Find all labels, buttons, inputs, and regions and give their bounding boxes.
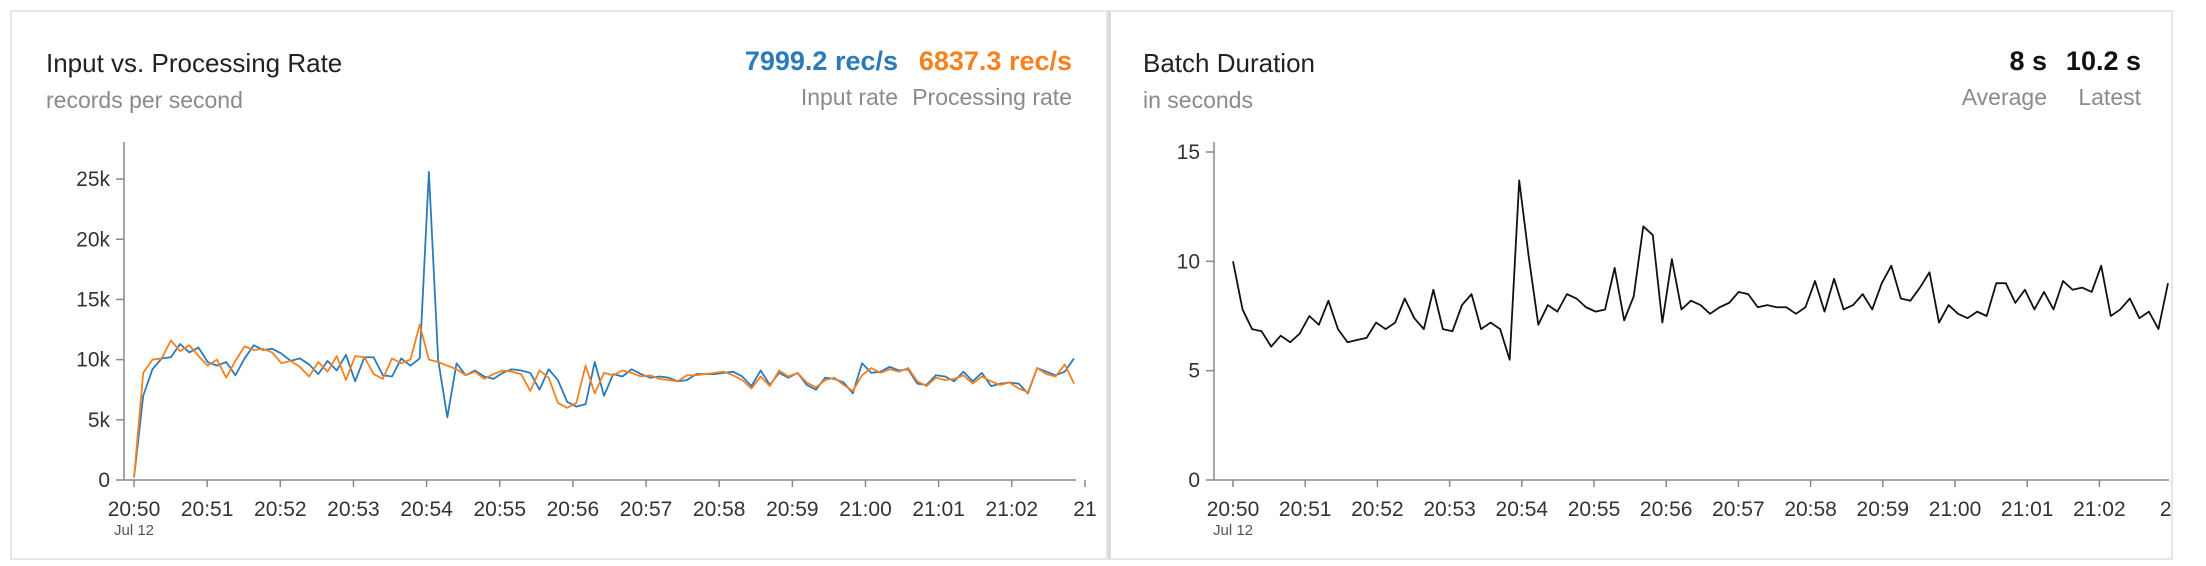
batch-x-tick-label: 20:56 bbox=[1640, 498, 1693, 521]
rate-x-date-label: Jul 12 bbox=[114, 522, 154, 539]
batch-x-tick-label: 21 bbox=[2160, 498, 2171, 521]
rate-x-tick-label: 21:02 bbox=[986, 498, 1039, 521]
average-value: 8 s bbox=[2009, 46, 2047, 76]
rate-panel: Input vs. Processing Rate records per se… bbox=[10, 10, 1108, 560]
processing-rate-label: Processing rate bbox=[912, 84, 1072, 110]
batch-y-tick-label: 5 bbox=[1188, 360, 1200, 383]
rate-y-tick-label: 15k bbox=[76, 288, 110, 311]
batch-x-tick-label: 20:54 bbox=[1496, 498, 1549, 521]
latest-label: Latest bbox=[2078, 84, 2141, 110]
rate-x-tick-label: 20:59 bbox=[766, 498, 819, 521]
batch-y-tick-label: 15 bbox=[1177, 141, 1200, 164]
batch-x-tick-label: 20:53 bbox=[1423, 498, 1476, 521]
rate-x-tick-label: 20:57 bbox=[620, 498, 673, 521]
batch-y-tick-label: 10 bbox=[1177, 250, 1200, 273]
rate-chart: 0 5k 10k 15k 20k 25k 20:50 20:51 20:52 20:53 20:54… bbox=[76, 142, 1097, 539]
batch-chart: 0 5 10 15 20:50 20:51 20:52 20:53 20:54 20:55 20:5… bbox=[1177, 141, 2171, 539]
rate-chart-subtitle: records per second bbox=[46, 87, 243, 113]
batch-chart-title: Batch Duration bbox=[1143, 48, 1315, 78]
rate-series-2-line bbox=[133, 323, 1075, 478]
rate-y-tick-label: 25k bbox=[76, 168, 110, 191]
rate-y-tick-label: 5k bbox=[88, 409, 111, 432]
batch-x-tick-label: 21:00 bbox=[1929, 498, 1982, 521]
batch-series-1-line bbox=[1232, 179, 2169, 361]
batch-x-tick-label: 20:55 bbox=[1568, 498, 1621, 521]
rate-x-tick-label: 20:58 bbox=[693, 498, 746, 521]
batch-panel: Batch Duration in seconds 8 s Average 10… bbox=[1108, 10, 2173, 560]
rate-chart-title: Input vs. Processing Rate bbox=[46, 48, 343, 78]
batch-chart-subtitle: in seconds bbox=[1143, 87, 1253, 113]
rate-x-tick-label: 20:50 bbox=[108, 498, 161, 521]
batch-x-tick-label: 20:57 bbox=[1712, 498, 1765, 521]
input-rate-label: Input rate bbox=[800, 84, 898, 110]
batch-x-tick-label: 21:02 bbox=[2073, 498, 2126, 521]
batch-x-date-label: Jul 12 bbox=[1213, 522, 1253, 539]
batch-y-tick-label: 0 bbox=[1188, 469, 1200, 492]
rate-y-tick-label: 20k bbox=[76, 228, 110, 251]
batch-x-tick-label: 21:01 bbox=[2001, 498, 2054, 521]
input-rate-value: 7999.2 rec/s bbox=[744, 46, 898, 76]
rate-x-tick-label: 21:01 bbox=[912, 498, 965, 521]
batch-x-tick-label: 20:52 bbox=[1351, 498, 1404, 521]
rate-y-tick-label: 10k bbox=[76, 349, 110, 372]
rate-x-tick-label: 20:51 bbox=[181, 498, 234, 521]
rate-x-tick-label: 20:52 bbox=[254, 498, 307, 521]
rate-y-tick-label: 0 bbox=[98, 469, 110, 492]
rate-x-tick-label: 20:55 bbox=[473, 498, 526, 521]
batch-x-tick-label: 20:59 bbox=[1857, 498, 1910, 521]
rate-x-tick-label: 20:56 bbox=[547, 498, 600, 521]
rate-x-tick-label: 20:53 bbox=[327, 498, 380, 521]
rate-x-tick-label: 20:54 bbox=[400, 498, 453, 521]
batch-x-tick-label: 20:50 bbox=[1207, 498, 1260, 521]
rate-x-tick-label: 21 bbox=[1073, 498, 1096, 521]
batch-x-tick-label: 20:51 bbox=[1279, 498, 1332, 521]
rate-x-tick-label: 21:00 bbox=[839, 498, 892, 521]
average-label: Average bbox=[1961, 84, 2047, 110]
rate-series-1-line bbox=[133, 170, 1075, 478]
latest-value: 10.2 s bbox=[2065, 46, 2141, 76]
batch-x-tick-label: 20:58 bbox=[1784, 498, 1837, 521]
processing-rate-value: 6837.3 rec/s bbox=[918, 46, 1072, 76]
